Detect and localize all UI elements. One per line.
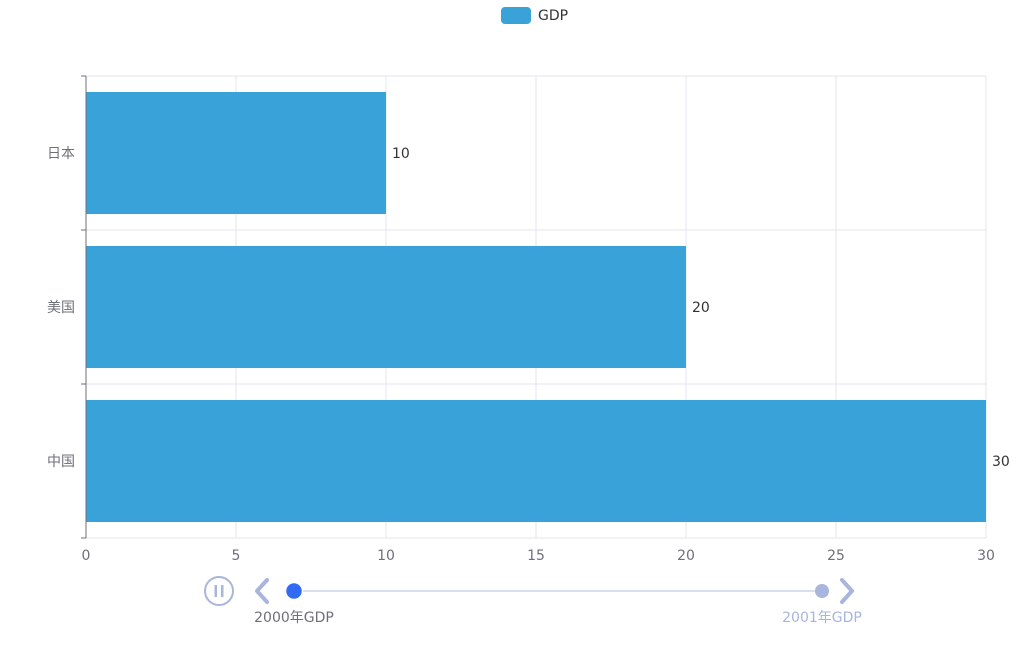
timeline: 2000年GDP 2001年GDP (204, 576, 862, 626)
bar-value-label-2: 20 (692, 300, 710, 316)
legend-swatch-gdp[interactable] (501, 7, 531, 24)
grid-lines (86, 75, 987, 539)
bar-2[interactable] (86, 246, 686, 368)
y-tick-label-3: 日本 (47, 146, 75, 162)
x-tick-label-10: 10 (377, 548, 395, 564)
timeline-label-2000[interactable]: 2000年GDP (254, 610, 334, 626)
bar-3[interactable] (86, 92, 386, 214)
legend-label-gdp[interactable]: GDP (538, 8, 568, 24)
y-tick-label-1: 中国 (47, 454, 75, 470)
timeline-dot-2001[interactable] (815, 584, 829, 598)
x-tick-label-25: 25 (827, 548, 845, 564)
x-tick-label-30: 30 (977, 548, 995, 564)
x-tick-label-15: 15 (527, 548, 545, 564)
pause-icon-bar-left (214, 585, 217, 597)
x-tick-label-20: 20 (677, 548, 695, 564)
play-pause-button[interactable] (204, 576, 234, 606)
timeline-dot-2000-active[interactable] (284, 581, 304, 601)
bar-value-label-3: 10 (392, 146, 410, 162)
pause-icon[interactable] (204, 576, 234, 606)
x-tick-label-5: 5 (232, 548, 241, 564)
chevron-right-icon[interactable] (840, 578, 854, 604)
bar-1[interactable] (86, 400, 986, 522)
y-tick-label-2: 美国 (47, 300, 75, 316)
pause-icon-bar-right (221, 585, 224, 597)
chevron-left-icon[interactable] (255, 578, 269, 604)
axes: 中国 美国 日本 0 5 10 15 20 25 30 (47, 75, 995, 564)
bar-value-label-1: 30 (992, 454, 1010, 470)
legend[interactable]: GDP (501, 7, 568, 24)
timeline-label-2001[interactable]: 2001年GDP (782, 610, 862, 626)
x-tick-label-0: 0 (82, 548, 91, 564)
bars: 30 20 10 (86, 92, 1010, 522)
